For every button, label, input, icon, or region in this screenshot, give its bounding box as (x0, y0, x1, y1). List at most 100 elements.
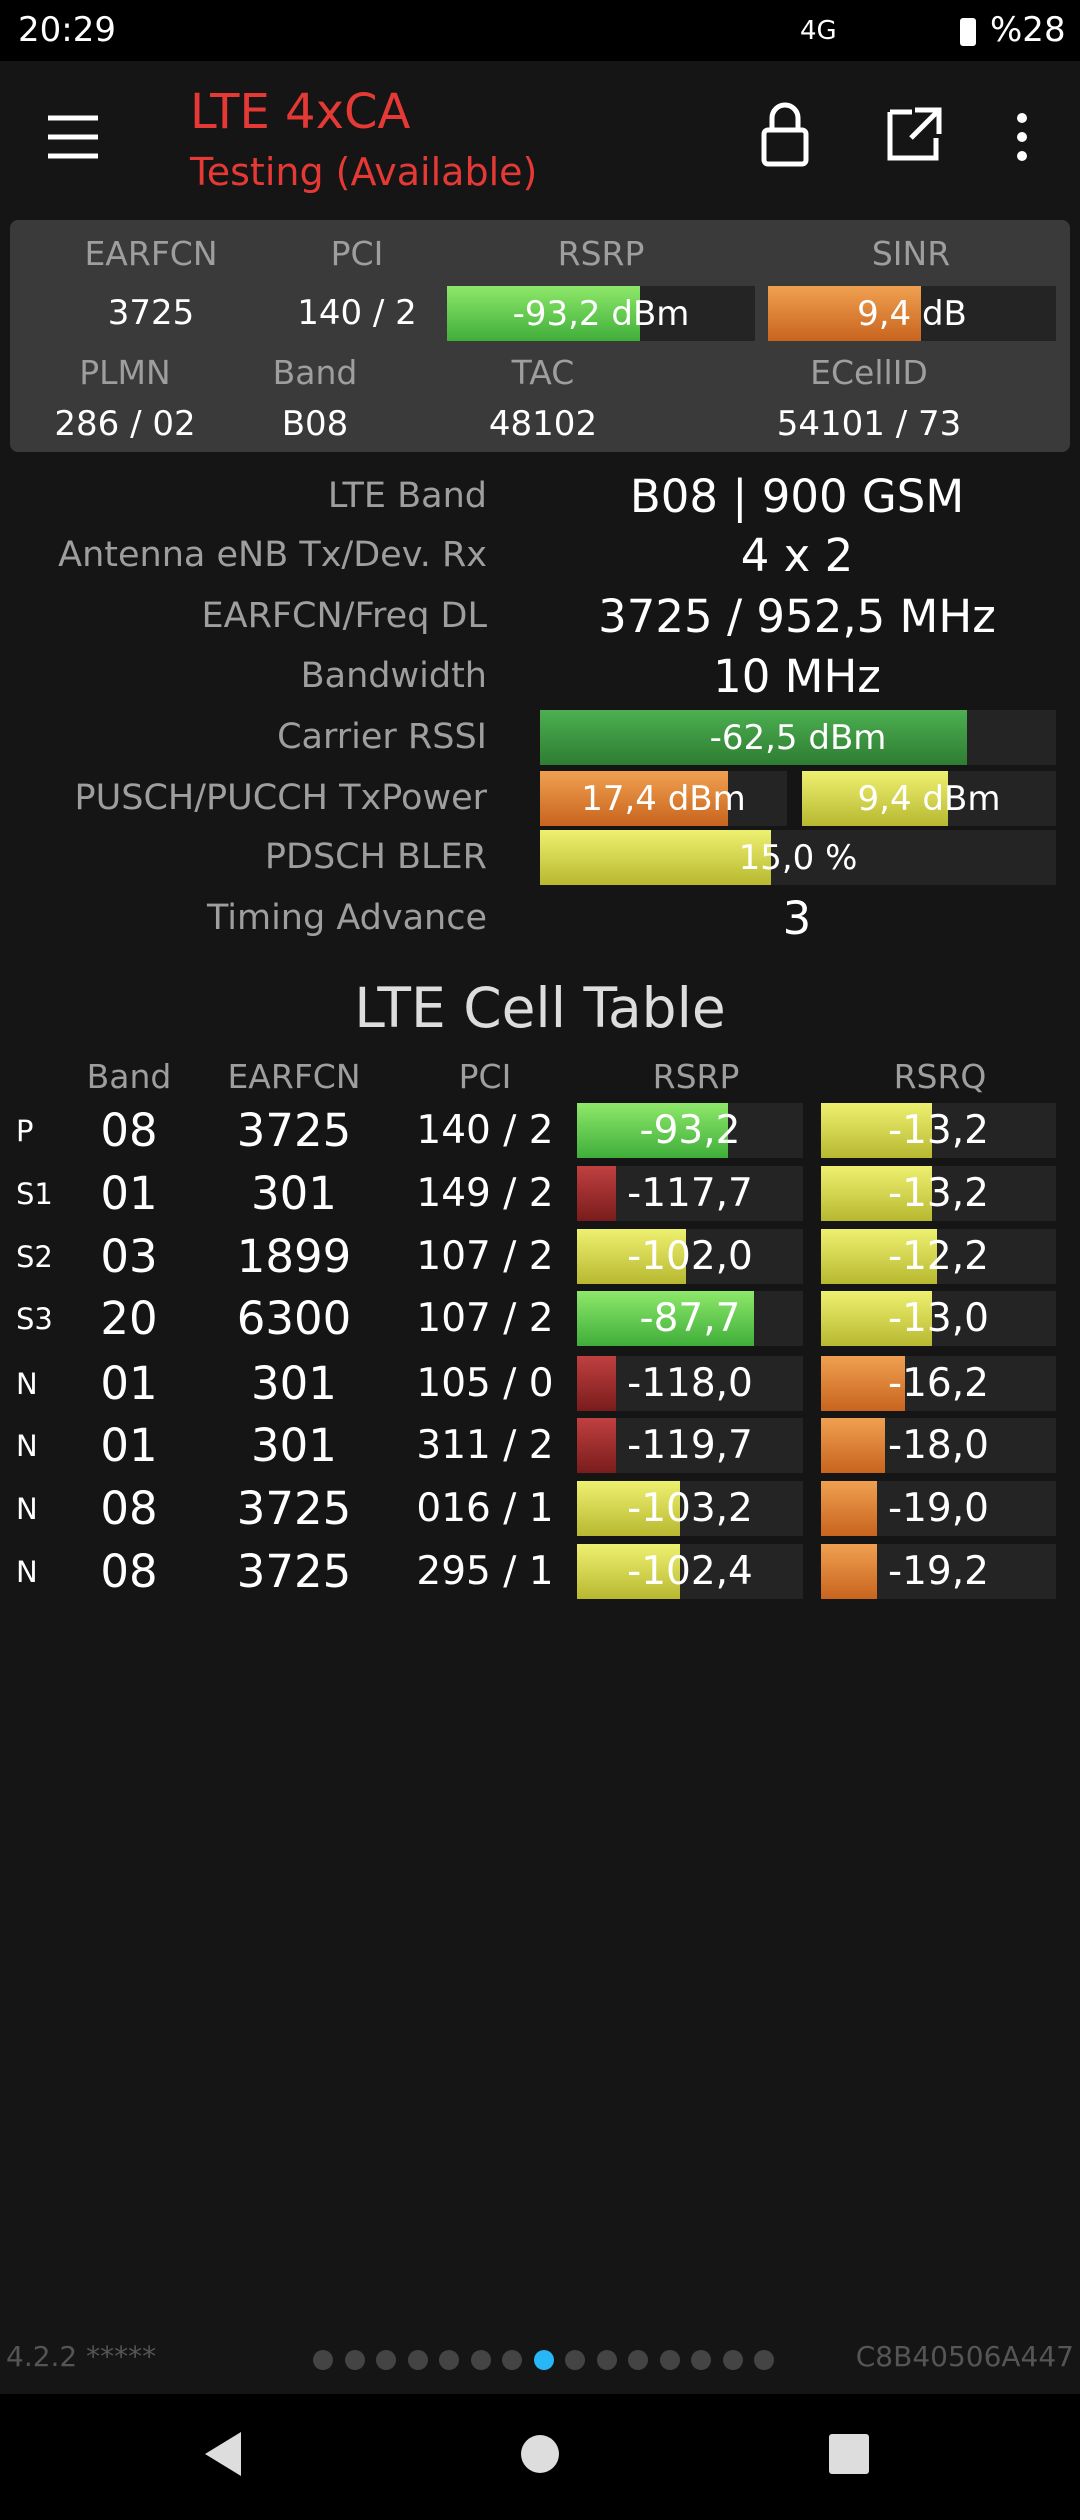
page-dot (344, 2350, 365, 2370)
page-dot (628, 2350, 648, 2370)
battery: %28 (990, 10, 1066, 50)
detail-label: Timing Advance (206, 898, 487, 938)
cell-rsrp: -118,0 (577, 1356, 803, 1411)
page-dot (691, 2350, 711, 2370)
cell-earfcn: 6300 (236, 1292, 352, 1345)
page-dot (470, 2350, 491, 2370)
bar-text: -13,0 (888, 1296, 989, 1341)
bar-text: -93,2 dBm (512, 293, 690, 334)
cell-band: 08 (100, 1482, 158, 1535)
cell-earfcn: 3725 (236, 1482, 352, 1535)
status-bar (0, 0, 1080, 61)
cell-earfcn: 1899 (236, 1230, 352, 1283)
pusch-bar: 17,4 dBm (540, 771, 787, 826)
table-header: RSRP (652, 1057, 740, 1097)
cell-rsrp: -117,7 (577, 1166, 803, 1221)
cell-rsrq: -13,2 (821, 1166, 1056, 1221)
bar-text: -102,4 (627, 1549, 753, 1594)
table-title: LTE Cell Table (354, 976, 726, 1040)
cell-earfcn: 3725 (236, 1545, 352, 1598)
cell-earfcn: 301 (251, 1357, 337, 1410)
page-dot (376, 2350, 396, 2370)
bar-fill (577, 1229, 686, 1284)
detail-value: 3725 / 952,5 MHz (598, 590, 996, 643)
bar-text: -117,7 (627, 1171, 753, 1216)
page-dot (439, 2350, 459, 2370)
cell-band: 08 (100, 1545, 158, 1598)
table-header: EARFCN (227, 1057, 361, 1097)
cell-band: 08 (100, 1104, 158, 1157)
cell-rsrp: -87,7 (577, 1291, 803, 1346)
bar-text: -62,5 dBm (709, 717, 887, 758)
bar-fill (577, 1418, 616, 1473)
sinr-bar: 9,4 dB (768, 286, 1056, 341)
cell-earfcn: 301 (251, 1419, 337, 1472)
cell-rsrp: -102,4 (577, 1544, 803, 1599)
bar-text: -93,2 (639, 1108, 741, 1153)
cell-band: 20 (100, 1292, 158, 1345)
bar-text: -118,0 (627, 1361, 753, 1406)
version: 4.2.2 ***** (6, 2340, 157, 2373)
bar-fill (821, 1481, 877, 1536)
bar-text: -119,7 (627, 1423, 753, 1468)
cell-rsrp: -103,2 (577, 1481, 803, 1536)
detail-label: PUSCH/PUCCH TxPower (74, 778, 487, 818)
bar-fill (802, 771, 948, 826)
summary-header: EARFCN (84, 234, 218, 274)
cell-type: S1 (16, 1176, 53, 1211)
app-subtitle: Testing (Available) (190, 150, 538, 194)
bar-fill (821, 1166, 932, 1221)
cell-pci: 295 / 1 (416, 1548, 554, 1594)
cell-type: N (16, 1366, 38, 1401)
cell-rsrp: -93,2 (577, 1103, 803, 1158)
cell-rsrq: -13,0 (821, 1291, 1056, 1346)
table-header: PCI (458, 1057, 512, 1097)
rssi-bar: -62,5 dBm (540, 710, 1056, 765)
cell-pci: 107 / 2 (416, 1233, 554, 1279)
bar-text: 15,0 % (738, 837, 858, 878)
table-header: Band (86, 1057, 172, 1097)
bar-fill (540, 710, 967, 765)
detail-value: 10 MHz (713, 650, 881, 703)
page-dot (754, 2350, 774, 2370)
bar-fill (577, 1291, 754, 1346)
detail-value: 3 (782, 892, 812, 945)
page-indicator (313, 2350, 774, 2374)
cell-earfcn: 301 (251, 1167, 337, 1220)
app-title: LTE 4xCA (190, 84, 411, 140)
cell-pci: 311 / 2 (416, 1422, 554, 1468)
cell-type: S3 (16, 1301, 53, 1336)
detail-label: Antenna eNB Tx/Dev. Rx (58, 535, 487, 575)
network-type: 4G (800, 16, 837, 46)
summary-header: RSRP (557, 234, 645, 274)
cell-rsrq: -13,2 (821, 1103, 1056, 1158)
detail-value: B08 | 900 GSM (629, 470, 965, 523)
bar-text: 17,4 dBm (581, 778, 746, 819)
pucch-bar: 9,4 dBm (802, 771, 1056, 826)
cell-type: N (16, 1428, 38, 1463)
cell-pci: 140 / 2 (416, 1107, 554, 1153)
summary-value: 54101 / 73 (776, 403, 962, 444)
bar-fill (577, 1544, 680, 1599)
cell-pci: 149 / 2 (416, 1170, 554, 1216)
page-dot (565, 2350, 585, 2370)
device-id: C8B40506A447 (855, 2340, 1074, 2373)
cell-pci: 016 / 1 (416, 1485, 554, 1531)
bar-fill (821, 1103, 932, 1158)
page-dot (596, 2350, 617, 2370)
detail-value: 4 x 2 (740, 529, 854, 582)
summary-header: TAC (511, 353, 575, 393)
cell-pci: 107 / 2 (416, 1295, 554, 1341)
bar-fill (577, 1103, 728, 1158)
cell-rsrp: -119,7 (577, 1418, 803, 1473)
bler-bar: 15,0 % (540, 830, 1056, 885)
page-dot (659, 2350, 680, 2370)
detail-label: Carrier RSSI (277, 717, 487, 757)
cell-rsrq: -18,0 (821, 1418, 1056, 1473)
bar-text: 9,4 dB (857, 293, 967, 334)
clock: 20:29 (18, 10, 116, 50)
cell-rsrq: -19,0 (821, 1481, 1056, 1536)
bar-text: -19,0 (888, 1486, 989, 1531)
summary-header: SINR (871, 234, 951, 274)
